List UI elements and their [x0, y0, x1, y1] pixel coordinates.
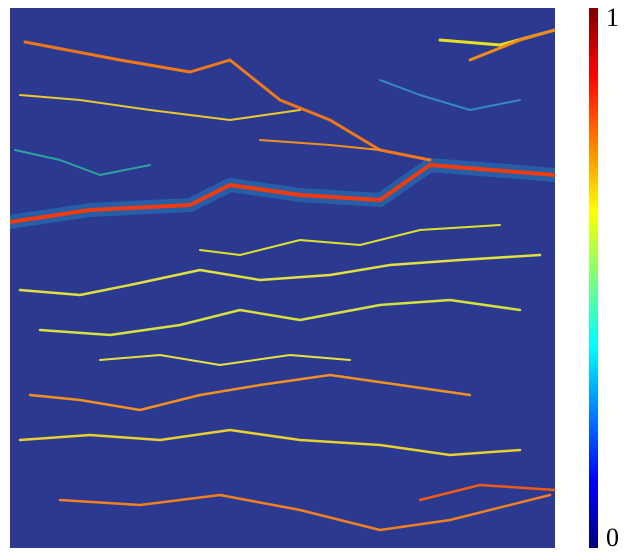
colorbar — [589, 8, 598, 548]
colorbar-tick-label: 1 — [606, 3, 619, 32]
heatmap — [10, 8, 555, 548]
colorbar-tick-label: 0 — [606, 523, 619, 552]
heatmap-pattern — [10, 28, 555, 532]
